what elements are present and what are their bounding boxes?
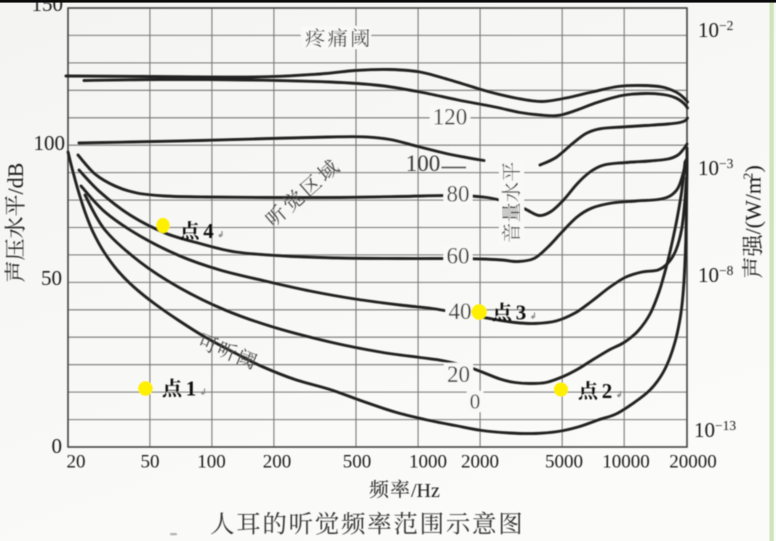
svg-text:150: 150 xyxy=(32,0,64,16)
svg-text:0: 0 xyxy=(52,434,63,458)
svg-text:80: 80 xyxy=(447,181,470,206)
svg-text:500: 500 xyxy=(343,452,372,473)
svg-text:10: 10 xyxy=(694,418,715,442)
svg-text:5000: 5000 xyxy=(545,452,583,473)
svg-text:2000: 2000 xyxy=(461,452,499,473)
svg-text:60: 60 xyxy=(447,243,470,268)
svg-text:): ) xyxy=(741,165,766,172)
svg-text:50: 50 xyxy=(141,452,160,473)
svg-text:10000: 10000 xyxy=(602,452,650,473)
svg-text:120: 120 xyxy=(433,104,468,129)
svg-text:2: 2 xyxy=(602,379,613,403)
svg-text:−2: −2 xyxy=(719,18,733,33)
svg-text:2: 2 xyxy=(741,173,756,180)
svg-text:10: 10 xyxy=(698,18,719,42)
svg-text:/dB: /dB xyxy=(3,163,28,195)
svg-text:100: 100 xyxy=(406,151,441,176)
svg-text:40: 40 xyxy=(449,299,472,324)
svg-text:10: 10 xyxy=(698,263,719,287)
svg-text:−3: −3 xyxy=(719,156,734,171)
svg-text:10: 10 xyxy=(698,156,719,180)
svg-text:1: 1 xyxy=(186,377,197,401)
svg-text:100: 100 xyxy=(197,452,226,473)
svg-text:200: 200 xyxy=(263,452,292,473)
svg-text:/Hz: /Hz xyxy=(411,480,440,502)
svg-text:−8: −8 xyxy=(719,263,734,278)
svg-text:3: 3 xyxy=(516,301,527,325)
svg-text:0: 0 xyxy=(470,390,481,414)
svg-text:4: 4 xyxy=(203,219,214,243)
svg-text:1000: 1000 xyxy=(409,452,447,473)
svg-text:20: 20 xyxy=(67,452,86,473)
svg-text:/(W/m: /(W/m xyxy=(741,177,766,234)
svg-text:50: 50 xyxy=(41,266,62,290)
svg-text:20000: 20000 xyxy=(669,452,717,473)
svg-text:20: 20 xyxy=(447,362,470,387)
svg-text:−13: −13 xyxy=(715,418,736,433)
svg-text:100: 100 xyxy=(34,131,66,155)
